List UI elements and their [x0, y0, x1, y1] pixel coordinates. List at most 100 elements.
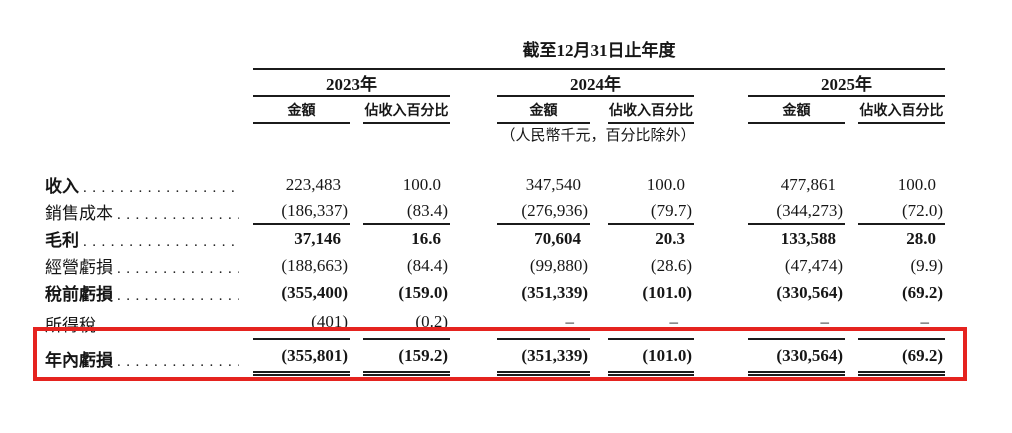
spacer [590, 279, 608, 306]
spacer [450, 279, 497, 306]
cell-value: (0.2) [363, 306, 450, 340]
cell-value: 16.6 [411, 228, 441, 248]
year-header-2025: 2025年 [748, 70, 946, 97]
cell-value: 100.0 [402, 174, 441, 194]
dot-leader: ........................................… [83, 234, 239, 250]
spacer [845, 279, 858, 306]
spacer [350, 198, 363, 225]
spacer [350, 252, 363, 279]
spacer [450, 225, 497, 252]
spacer [590, 306, 608, 340]
spacer [450, 340, 497, 376]
cell-value: 100.0 [897, 174, 937, 194]
spacer [450, 198, 497, 225]
cell-value: – [608, 306, 694, 340]
spacer [450, 306, 497, 340]
spacer [694, 340, 748, 376]
dot-leader: ........................................… [117, 288, 239, 304]
cell-value: (79.7) [608, 198, 694, 225]
cell-value: (101.0) [608, 340, 694, 376]
spacer [845, 171, 858, 198]
cell-value: (84.4) [406, 255, 448, 275]
spacer [45, 70, 253, 97]
table-row-cost-of-sales: 銷售成本 ...................................… [45, 198, 946, 225]
dot-leader: ........................................… [117, 207, 239, 223]
spacer [350, 171, 363, 198]
pct-column-header-2024: 佔收入百分比 [608, 97, 694, 124]
spacer [845, 252, 858, 279]
cell-value: (47,474) [784, 255, 843, 275]
row-label: 毛利 [45, 231, 79, 250]
spacer [845, 97, 858, 124]
cell-value: 37,146 [294, 228, 341, 248]
cell-value: 223,483 [285, 174, 341, 194]
spacer [694, 97, 748, 124]
year-header-2024: 2024年 [497, 70, 694, 97]
spacer [845, 306, 858, 340]
table-row-loss-for-year: 年內虧損 ...................................… [45, 340, 946, 376]
cell-value: 20.3 [655, 228, 685, 248]
spacer [450, 70, 497, 97]
spacer [590, 225, 608, 252]
table-row-income-tax: 所得稅 ....................................… [45, 306, 946, 340]
cell-value: (72.0) [858, 198, 946, 225]
cell-value: 133,588 [780, 228, 836, 248]
pct-column-header-2023: 佔收入百分比 [363, 97, 450, 124]
table-row-loss-before-tax: 稅前虧損 ...................................… [45, 279, 945, 306]
spacer [350, 97, 363, 124]
cell-value: (401) [253, 306, 350, 340]
cell-value: (83.4) [363, 198, 450, 225]
cell-value: 100.0 [646, 174, 685, 194]
table-row-revenue: 收入 .....................................… [45, 171, 945, 198]
amount-column-header-2023: 金額 [253, 97, 350, 124]
row-label: 銷售成本 [45, 204, 113, 223]
spacer [694, 225, 748, 252]
spacer [694, 171, 748, 198]
spacer [350, 340, 363, 376]
amount-column-header-2025: 金額 [748, 97, 845, 124]
cell-value: (69.2) [858, 340, 946, 376]
row-label: 年內虧損 [45, 350, 113, 370]
cell-value: (101.0) [642, 282, 692, 302]
spacer [350, 225, 363, 252]
table-header-row: 截至12月31日止年度 [45, 36, 946, 70]
spacer [845, 198, 858, 225]
dot-leader: ........................................… [83, 180, 239, 196]
spacer [45, 97, 253, 124]
year-header-row: 2023年 2024年 2025年 [45, 70, 946, 97]
dot-leader: ........................................… [117, 353, 239, 370]
row-label: 經營虧損 [45, 258, 113, 277]
dot-leader: ........................................… [117, 261, 239, 277]
spacer [590, 198, 608, 225]
cell-value: (188,663) [281, 255, 348, 275]
table-row-operating-loss: 經營虧損 ...................................… [45, 252, 945, 279]
cell-value: (159.0) [398, 282, 448, 302]
spacer [845, 340, 858, 376]
cell-value: (330,564) [748, 340, 845, 376]
spacer [590, 171, 608, 198]
spacer-row [45, 149, 945, 171]
spacer [590, 252, 608, 279]
cell-value: 477,861 [780, 174, 836, 194]
cell-value: (351,339) [497, 340, 590, 376]
spacer [450, 171, 497, 198]
period-header: 截至12月31日止年度 [253, 36, 946, 70]
spacer [694, 198, 748, 225]
spacer [350, 306, 363, 340]
cell-value: – [858, 306, 946, 340]
row-label: 所得稅 [45, 315, 96, 335]
cell-value: – [748, 306, 845, 340]
spacer [694, 306, 748, 340]
spacer [350, 279, 363, 306]
dot-leader: ........................................… [100, 318, 239, 335]
cell-value: (344,273) [748, 198, 845, 225]
cell-value: 70,604 [534, 228, 581, 248]
cell-value: (355,801) [253, 340, 350, 376]
cell-value: (28.6) [650, 255, 692, 275]
cell-value: (159.2) [363, 340, 450, 376]
cell-value: (276,936) [497, 198, 590, 225]
income-statement-table: 截至12月31日止年度 2023年 2024年 2025年 金額 佔收入百分比 … [45, 36, 946, 376]
cell-value: (9.9) [910, 255, 944, 275]
spacer [845, 225, 858, 252]
